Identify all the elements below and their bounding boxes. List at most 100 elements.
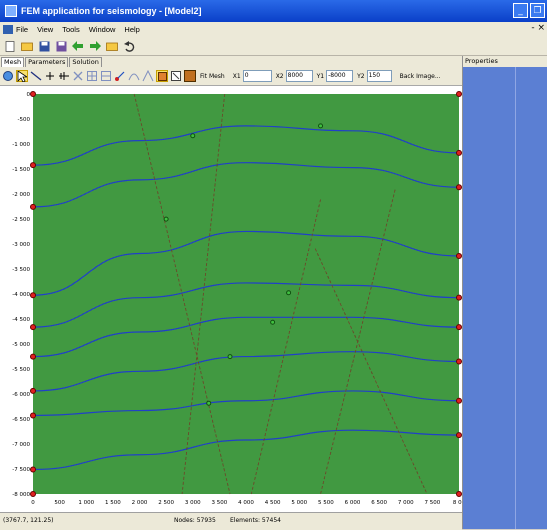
boundary-node	[30, 324, 36, 331]
boundary-node	[30, 203, 36, 210]
menu-help[interactable]: Help	[124, 25, 140, 34]
mesh-style-icon[interactable]	[156, 70, 168, 82]
boundary-node	[456, 252, 462, 259]
mdi-close-button[interactable]: - ×	[531, 23, 545, 33]
x1-label: X1	[232, 72, 241, 80]
menu-window[interactable]: Window	[88, 25, 116, 34]
mesh-node	[206, 400, 212, 406]
y-tick-label: -3 000	[12, 242, 30, 248]
y2-input[interactable]: 150	[366, 70, 392, 82]
mesh-node	[190, 133, 196, 139]
boundary-node	[456, 149, 462, 156]
fault-line	[250, 199, 321, 495]
save-all-icon[interactable]	[54, 40, 68, 53]
horizon-line	[32, 125, 460, 166]
zoom-icon[interactable]	[170, 70, 182, 82]
undo-icon[interactable]	[122, 40, 136, 53]
y-tick-label: -6 500	[12, 417, 30, 423]
x-tick-label: 3 500	[212, 500, 228, 506]
x-tick-label: 1 000	[78, 500, 94, 506]
boundary-node	[30, 292, 36, 299]
boundary-node	[30, 466, 36, 473]
y-tick-label: 0	[27, 92, 31, 98]
properties-grid[interactable]	[463, 67, 547, 529]
mesh-area[interactable]	[33, 94, 459, 494]
y-tick-label: -4 500	[12, 317, 30, 323]
menu-bar: File View Tools Window Help - ×	[0, 22, 547, 37]
y-tick-label: -4 000	[12, 292, 30, 298]
mesh-node	[318, 123, 324, 129]
y-tick-label: -7 000	[12, 442, 30, 448]
x-tick-label: 7 000	[398, 500, 414, 506]
triangle-tool-icon[interactable]	[142, 70, 154, 82]
x1-input[interactable]: 0	[242, 70, 272, 82]
draw-line-icon[interactable]	[30, 70, 42, 82]
x-tick-label: 7 500	[425, 500, 441, 506]
boundary-node	[30, 353, 36, 360]
grid-icon[interactable]	[86, 70, 98, 82]
mesh-canvas[interactable]: 0 -500 -1 000 -1 500 -2 000 -2 500 -3 000 -3 50…	[0, 86, 466, 512]
select-pointer-icon[interactable]	[16, 70, 28, 82]
status-bar: (3767.7, 121.25) Nodes: 57935 Elements: …	[0, 512, 462, 530]
window-titlebar: FEM application for seismology - [Model2…	[0, 0, 547, 22]
minimize-button[interactable]: _	[513, 3, 528, 18]
app-icon	[5, 5, 17, 17]
menu-file[interactable]: File	[16, 25, 29, 34]
boundary-node	[456, 432, 462, 439]
back-image-button[interactable]: Back Image...	[399, 72, 441, 80]
y-tick-label: -5 500	[12, 367, 30, 373]
fault-line	[133, 93, 231, 495]
y-tick-label: -500	[18, 117, 31, 123]
curve-tool-icon[interactable]	[128, 70, 140, 82]
x-tick-label: 1 500	[105, 500, 121, 506]
horizon-line	[32, 230, 460, 296]
x-tick-label: 6 500	[371, 500, 387, 506]
x2-label: X2	[275, 72, 284, 80]
back-arrow-icon[interactable]	[71, 40, 85, 53]
window-title: FEM application for seismology - [Model2…	[21, 6, 202, 16]
y-tick-label: -1 500	[12, 167, 30, 173]
tab-mesh[interactable]: Mesh	[1, 57, 25, 67]
open-model-icon[interactable]	[105, 40, 119, 53]
horizon-line	[32, 351, 460, 392]
x-tick-label: 4 000	[238, 500, 254, 506]
y-tick-label: -1 000	[12, 142, 30, 148]
fit-mesh-button[interactable]: Fit Mesh	[200, 72, 225, 80]
horizon-line	[32, 282, 460, 328]
y1-label: Y1	[316, 72, 325, 80]
tab-solution[interactable]: Solution	[69, 57, 102, 67]
y-tick-label: -6 000	[12, 392, 30, 398]
x-tick-label: 2 500	[158, 500, 174, 506]
mesh-plot[interactable]: 0 -500 -1 000 -1 500 -2 000 -2 500 -3 000 -3 50…	[0, 86, 466, 512]
menu-tools[interactable]: Tools	[62, 25, 80, 34]
y-tick-label: -3 500	[12, 267, 30, 273]
new-file-icon[interactable]	[3, 40, 17, 53]
add-node-icon[interactable]	[44, 70, 56, 82]
forward-arrow-icon[interactable]	[88, 40, 102, 53]
render-mesh-icon[interactable]	[184, 70, 196, 82]
x-tick-label: 500	[54, 500, 65, 506]
split-line-icon[interactable]	[58, 70, 70, 82]
x-tick-label: 2 000	[132, 500, 148, 506]
mesh-toolbar: Fit Mesh X1 0 X2 8000 Y1 -8000 Y2 150 Ba…	[0, 67, 462, 86]
boundary-node	[456, 358, 462, 365]
y-tick-label: -8 000	[12, 492, 30, 498]
fault-line	[181, 93, 226, 495]
mesh-tool-icon[interactable]	[2, 70, 14, 82]
x2-input[interactable]: 8000	[285, 70, 313, 82]
x-tick-label: 5 000	[291, 500, 307, 506]
tab-parameters[interactable]: Parameters	[25, 57, 69, 67]
delete-icon[interactable]	[72, 70, 84, 82]
y-tick-label: -2 500	[12, 217, 30, 223]
document-icon[interactable]	[3, 25, 13, 34]
properties-splitter[interactable]	[515, 67, 516, 529]
move-node-icon[interactable]	[114, 70, 126, 82]
x-tick-label: 3 000	[185, 500, 201, 506]
restore-button[interactable]: ❐	[530, 3, 545, 18]
open-folder-icon[interactable]	[20, 40, 34, 53]
menu-view[interactable]: View	[37, 25, 54, 34]
y1-input[interactable]: -8000	[326, 70, 354, 82]
grid-split-icon[interactable]	[100, 70, 112, 82]
save-icon[interactable]	[37, 40, 51, 53]
y-tick-label: -2 000	[12, 192, 30, 198]
